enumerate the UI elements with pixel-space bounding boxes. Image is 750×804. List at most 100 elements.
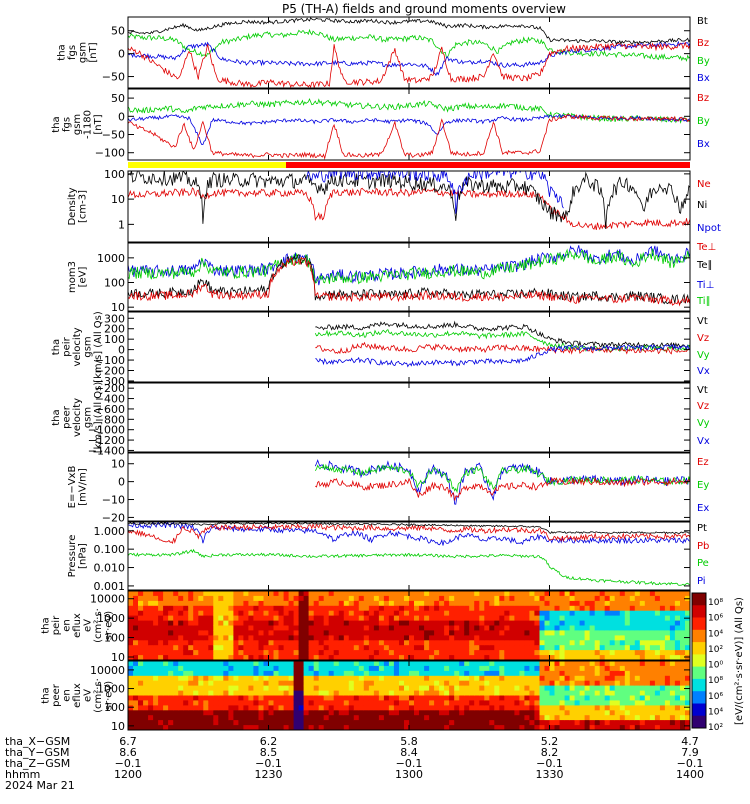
spectrogram-cell bbox=[353, 625, 360, 631]
spectrogram-cell bbox=[168, 655, 174, 660]
spectrogram-cell bbox=[439, 625, 445, 631]
spectrogram-cell bbox=[494, 661, 500, 667]
spectrogram-cell bbox=[584, 615, 591, 622]
spectrogram-cell bbox=[554, 710, 561, 716]
spectrogram-cell bbox=[519, 680, 525, 687]
spectrogram-cell bbox=[534, 695, 540, 701]
spectrogram-cell bbox=[333, 605, 340, 612]
spectrogram-cell bbox=[579, 635, 586, 641]
ytick-label: −1000 bbox=[88, 424, 125, 437]
spectrogram-cell bbox=[680, 680, 686, 687]
spectrogram-cell bbox=[669, 591, 676, 597]
spectrogram-cell bbox=[484, 605, 490, 612]
spectrogram-cell bbox=[178, 670, 184, 677]
spectrogram-cell bbox=[619, 635, 626, 641]
spectrogram-cell bbox=[353, 720, 360, 726]
ylabel-fgs-gsm-1180: tha fgs gsm -1180 [nT] bbox=[51, 110, 104, 139]
spectrogram-cell bbox=[609, 595, 616, 602]
spectrogram-cell bbox=[338, 645, 345, 651]
spectrogram-cell bbox=[444, 661, 450, 667]
spectrogram-cell bbox=[383, 680, 390, 687]
spectrogram-cell bbox=[338, 690, 345, 697]
spectrogram-cell bbox=[143, 655, 149, 660]
spectrogram-cell bbox=[680, 645, 686, 651]
ephemeris-value: 8.5 bbox=[260, 746, 278, 759]
spectrogram-cell bbox=[153, 620, 159, 627]
spectrogram-cell bbox=[168, 675, 174, 682]
legend-entry: Ti∥ bbox=[696, 296, 711, 307]
spectrogram-cell bbox=[680, 630, 686, 636]
spectrogram-cell bbox=[539, 661, 546, 667]
spectrogram-cell bbox=[273, 620, 280, 627]
spectrogram-cell bbox=[529, 650, 535, 656]
spectrogram-cell bbox=[519, 625, 525, 631]
spectrogram-cell bbox=[363, 665, 370, 672]
spectrogram-cell bbox=[133, 690, 139, 697]
spectrogram-cell bbox=[454, 615, 460, 622]
spectrogram-cell bbox=[213, 675, 219, 682]
spectrogram-cell bbox=[173, 630, 179, 636]
spectrogram-cell bbox=[333, 695, 340, 701]
spectrogram-cell bbox=[544, 715, 551, 721]
spectrogram-cell bbox=[564, 605, 571, 612]
spectrogram-cell bbox=[373, 695, 380, 701]
spectrogram-cell bbox=[353, 610, 360, 617]
spectrogram-cell bbox=[163, 690, 169, 697]
spectrogram-cell bbox=[404, 665, 410, 672]
spectrogram-cell bbox=[514, 720, 520, 726]
ephemeris-value: 1230 bbox=[255, 768, 283, 781]
spectrogram-cell bbox=[409, 630, 415, 636]
spectrogram-cell bbox=[373, 645, 380, 651]
ylabel-line: peer bbox=[51, 683, 62, 707]
spectrogram-cell bbox=[368, 661, 375, 667]
spectrogram-cell bbox=[534, 705, 540, 711]
spectrogram-cell bbox=[198, 635, 204, 641]
legend-entry: Vz bbox=[697, 401, 709, 412]
spectrogram-cell bbox=[669, 640, 676, 646]
spectrogram-cell bbox=[574, 680, 581, 687]
spectrogram-cell bbox=[288, 625, 295, 631]
spectrogram-cell bbox=[449, 695, 455, 701]
spectrogram-cell bbox=[519, 635, 525, 641]
spectrogram-cell bbox=[348, 695, 355, 701]
spectrogram-cell bbox=[358, 645, 365, 651]
spectrogram-cell bbox=[378, 655, 385, 660]
spectrogram-cell bbox=[454, 695, 460, 701]
ylabel-fgs-gsm: tha fgs gsm [nT] bbox=[56, 42, 99, 63]
spectrogram-cell bbox=[383, 640, 390, 646]
spectrogram-cell bbox=[629, 645, 636, 651]
spectrogram-cell bbox=[213, 685, 219, 692]
spectrogram-cell bbox=[363, 661, 370, 667]
spectrogram-cell bbox=[383, 700, 390, 706]
spectrogram-cell bbox=[599, 680, 606, 687]
spectrogram-cell bbox=[183, 615, 189, 622]
spectrogram-cell bbox=[474, 650, 480, 656]
spectrogram-cell bbox=[414, 670, 420, 677]
spectrogram-cell bbox=[243, 725, 249, 730]
spectrogram-cell bbox=[228, 640, 234, 646]
spectrogram-cell bbox=[363, 610, 370, 617]
spectrogram-cell bbox=[188, 615, 194, 622]
spectrogram-cell bbox=[298, 610, 305, 617]
spectrogram-cell bbox=[449, 625, 455, 631]
spectrogram-cell bbox=[303, 615, 310, 622]
spectrogram-cell bbox=[479, 630, 485, 636]
spectrogram-cell bbox=[559, 595, 566, 602]
spectrogram-cell bbox=[268, 710, 275, 716]
spectrogram-cell bbox=[404, 635, 410, 641]
spectrogram-cell bbox=[414, 715, 420, 721]
spectrogram-cell bbox=[168, 595, 174, 602]
spectrogram-cell bbox=[569, 690, 576, 697]
spectrogram-cell bbox=[273, 695, 280, 701]
spectrogram-cell bbox=[393, 655, 400, 660]
spectrogram-cell bbox=[288, 605, 295, 612]
spectrogram-cell bbox=[383, 705, 390, 711]
spectrogram-cell bbox=[133, 640, 139, 646]
spectrogram-cell bbox=[634, 630, 641, 636]
spectrogram-cell bbox=[424, 635, 430, 641]
spectrogram-cell bbox=[353, 635, 360, 641]
spectrogram-cell bbox=[574, 595, 581, 602]
spectrogram-cell bbox=[594, 720, 601, 726]
spectrogram-cell bbox=[368, 685, 375, 692]
spectrogram-cell bbox=[449, 685, 455, 692]
